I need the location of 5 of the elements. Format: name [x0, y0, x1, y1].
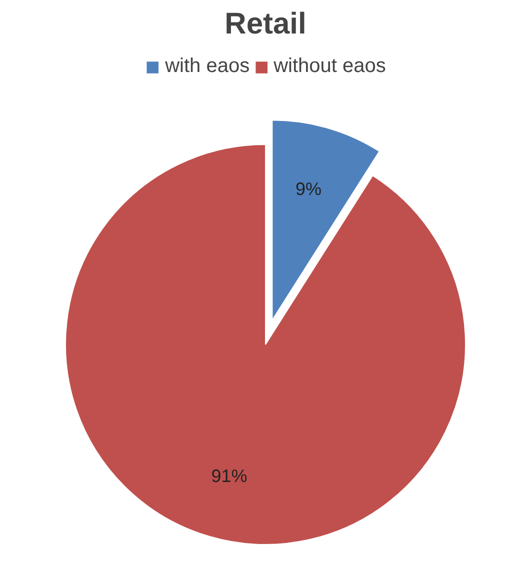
data-label: 91% [211, 466, 248, 486]
legend-label: with eaos [165, 55, 250, 78]
chart-title: Retail [224, 8, 306, 40]
legend-label: without eaos [274, 55, 386, 78]
data-label: 9% [295, 178, 322, 199]
